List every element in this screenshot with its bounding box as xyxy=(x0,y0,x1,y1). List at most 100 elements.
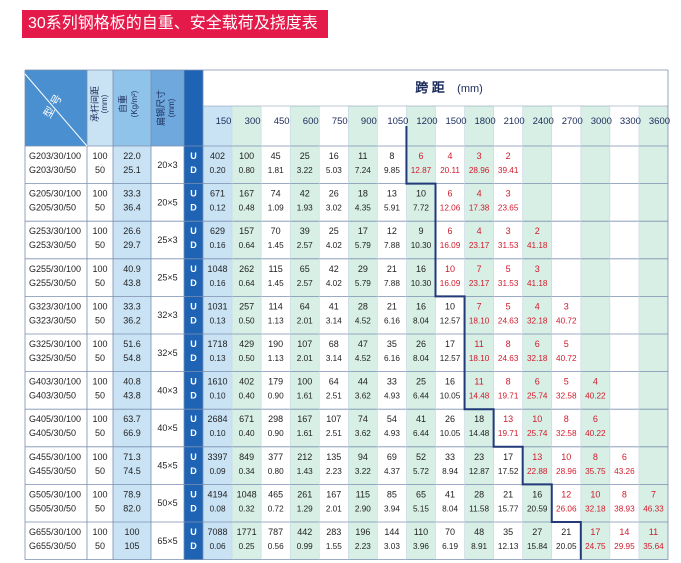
deflection-value: 1.81 xyxy=(268,166,284,175)
load-value: 3 xyxy=(506,189,511,199)
load-value: 7 xyxy=(477,301,482,311)
weight-unit: (Kg/m²) xyxy=(130,90,139,117)
span-unit: (mm) xyxy=(457,83,483,95)
deflection-value: 0.10 xyxy=(210,429,226,438)
pitch-value: 50 xyxy=(95,315,105,325)
deflection-value: 0.80 xyxy=(268,467,284,476)
span-label-2400: 2400 xyxy=(533,116,554,127)
load-value: 6 xyxy=(448,226,453,236)
deflection-value: 8.94 xyxy=(442,467,458,476)
load-value: 21 xyxy=(561,527,571,537)
deflection-value: 19.71 xyxy=(498,429,519,438)
deflection-value: 5.72 xyxy=(413,467,429,476)
deflection-value: 46.33 xyxy=(643,504,664,513)
limit-boundary-line xyxy=(405,126,582,560)
pitch-value: 100 xyxy=(92,489,107,499)
load-value: 167 xyxy=(239,189,254,199)
pitch-value: 100 xyxy=(92,264,107,274)
load-value: 12 xyxy=(387,226,397,236)
load-value: 8 xyxy=(593,452,598,462)
load-value: 377 xyxy=(268,452,283,462)
span-label-2700: 2700 xyxy=(562,116,583,127)
ud-d-label: D xyxy=(190,165,197,175)
load-value: 1031 xyxy=(208,301,228,311)
deflection-value: 28.96 xyxy=(556,467,577,476)
deflection-value: 5.15 xyxy=(413,504,429,513)
deflection-value: 24.63 xyxy=(498,316,519,325)
pitch-value: 50 xyxy=(95,541,105,551)
deflection-value: 2.90 xyxy=(355,504,371,513)
load-value: 65 xyxy=(416,489,426,499)
flat-bar-size: 45×5 xyxy=(157,461,177,471)
ud-u-label: U xyxy=(190,264,197,274)
load-value: 21 xyxy=(387,301,397,311)
model-column-bg xyxy=(25,146,87,560)
load-value: 2 xyxy=(535,226,540,236)
deflection-value: 7.72 xyxy=(413,204,429,213)
load-value: 85 xyxy=(387,489,397,499)
load-value: 262 xyxy=(239,264,254,274)
deflection-value: 40.72 xyxy=(556,316,577,325)
weight-value: 54.8 xyxy=(123,353,141,363)
weight-value: 29.7 xyxy=(123,240,141,250)
deflection-value: 8.04 xyxy=(442,504,458,513)
deflection-value: 0.80 xyxy=(239,166,255,175)
weight-value: 51.6 xyxy=(123,339,141,349)
span-label-3600: 3600 xyxy=(649,116,670,127)
pitch-header-bg xyxy=(87,70,113,146)
load-value: 5 xyxy=(506,264,511,274)
flat-bar-unit: (mm) xyxy=(167,98,176,117)
load-value: 107 xyxy=(326,414,341,424)
deflection-value: 7.88 xyxy=(384,241,400,250)
pitch-unit: (mm) xyxy=(100,94,109,113)
header-diagonal xyxy=(24,73,88,147)
load-value: 6 xyxy=(448,189,453,199)
deflection-value: 3.62 xyxy=(355,392,371,401)
load-value: 48 xyxy=(474,527,484,537)
deflection-value: 3.96 xyxy=(413,542,429,551)
load-value: 5 xyxy=(564,377,569,387)
weight-value: 36.4 xyxy=(123,203,141,213)
deflection-value: 8.91 xyxy=(471,542,487,551)
load-value: 4194 xyxy=(208,489,228,499)
deflection-value: 0.90 xyxy=(268,392,284,401)
deflection-value: 2.57 xyxy=(297,241,313,250)
load-value: 65 xyxy=(300,264,310,274)
pitch-value: 50 xyxy=(95,466,105,476)
load-value: 114 xyxy=(268,301,282,311)
load-value: 21 xyxy=(503,489,513,499)
deflection-value: 25.74 xyxy=(527,429,548,438)
load-value: 261 xyxy=(297,489,312,499)
deflection-value: 0.25 xyxy=(239,542,255,551)
model-name: G255/30/50 xyxy=(29,278,76,288)
ud-u-label: U xyxy=(190,301,197,311)
deflection-value: 28.96 xyxy=(469,166,490,175)
load-value: 10 xyxy=(590,489,600,499)
ud-d-label: D xyxy=(190,541,197,551)
deflection-value: 2.51 xyxy=(326,429,342,438)
load-value: 26 xyxy=(329,189,339,199)
ud-u-label: U xyxy=(190,527,197,537)
load-value: 8 xyxy=(506,377,511,387)
load-value: 671 xyxy=(210,189,225,199)
load-value: 41 xyxy=(329,301,339,311)
deflection-value: 35.64 xyxy=(643,542,664,551)
pitch-value: 100 xyxy=(92,414,107,424)
load-value: 11 xyxy=(474,339,483,349)
model-name: G255/30/100 xyxy=(29,264,81,274)
span-column-bg xyxy=(290,106,320,560)
deflection-value: 10.30 xyxy=(411,241,432,250)
load-value: 23 xyxy=(474,452,484,462)
model-name: G403/30/50 xyxy=(29,391,76,401)
deflection-value: 41.18 xyxy=(527,241,548,250)
deflection-value: 2.01 xyxy=(297,316,313,325)
load-value: 8 xyxy=(506,339,511,349)
load-value: 629 xyxy=(210,226,225,236)
model-name: G455/30/100 xyxy=(29,452,81,462)
span-column-bg xyxy=(464,106,494,560)
model-name: G455/30/50 xyxy=(29,466,76,476)
span-label-3000: 3000 xyxy=(591,116,612,127)
deflection-value: 40.22 xyxy=(585,429,606,438)
weight-value: 43.8 xyxy=(123,278,141,288)
span-column-bg xyxy=(580,106,610,560)
